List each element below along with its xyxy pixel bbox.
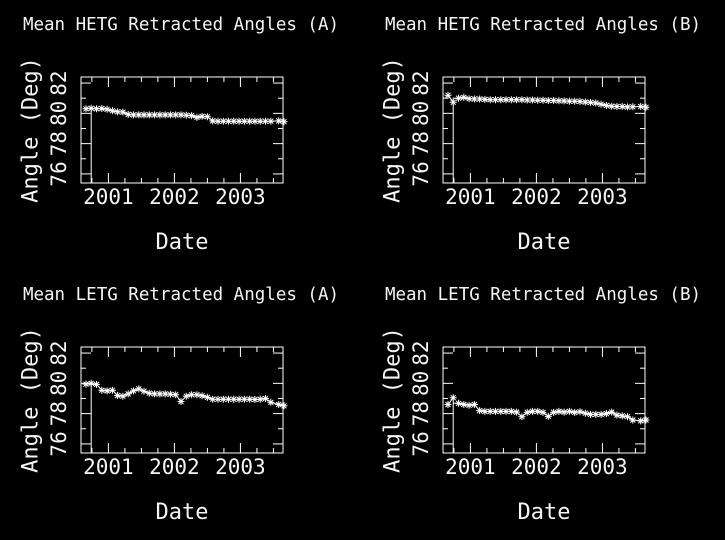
panel-letg-b: 2001 2002 2003 76 78 80 82 Mean LETG Retracted… [362, 270, 724, 540]
svg-text:82: 82 [409, 70, 433, 95]
svg-text:2003: 2003 [577, 455, 628, 479]
svg-text:80: 80 [409, 371, 433, 396]
panel-hetg-b: 2001 2002 2003 76 78 80 82 Mean HETG Retracted… [362, 0, 724, 270]
y-axis-label: Angle (Deg) [380, 57, 406, 203]
x-axis-label: Date [517, 230, 571, 255]
y-axis-label: Angle (Deg) [18, 327, 44, 473]
panel-letg-a: 2001 2002 2003 76 78 80 82 Mean LETG Retracted… [0, 270, 362, 540]
svg-text:76: 76 [47, 431, 71, 456]
svg-text:82: 82 [47, 340, 71, 365]
plot-canvas-letg-b: 2001 2002 2003 76 78 80 82 [409, 340, 650, 479]
svg-text:2002: 2002 [149, 455, 200, 479]
svg-text:2003: 2003 [577, 185, 628, 209]
y-axis-label: Angle (Deg) [380, 327, 406, 473]
chart-title: Mean HETG Retracted Angles (A) [22, 15, 340, 35]
svg-text:78: 78 [409, 131, 433, 156]
svg-text:2002: 2002 [149, 185, 200, 209]
svg-text:78: 78 [47, 401, 71, 426]
chart-title: Mean HETG Retracted Angles (B) [384, 15, 702, 35]
svg-text:76: 76 [409, 161, 433, 186]
plot-canvas-letg-a: 2001 2002 2003 76 78 80 82 [47, 340, 288, 479]
plot-canvas-hetg-a: 2001 2002 2003 76 78 80 82 [47, 70, 288, 209]
svg-text:2002: 2002 [511, 185, 562, 209]
svg-text:80: 80 [47, 371, 71, 396]
svg-text:78: 78 [409, 401, 433, 426]
svg-text:82: 82 [47, 70, 71, 95]
svg-text:2001: 2001 [445, 455, 496, 479]
svg-text:76: 76 [409, 431, 433, 456]
svg-text:82: 82 [409, 340, 433, 365]
chart-title: Mean LETG Retracted Angles (A) [22, 285, 340, 305]
y-axis-label: Angle (Deg) [18, 57, 44, 203]
svg-text:80: 80 [47, 101, 71, 126]
svg-text:2003: 2003 [215, 185, 266, 209]
x-axis-label: Date [517, 500, 571, 525]
svg-text:78: 78 [47, 131, 71, 156]
svg-text:2001: 2001 [83, 455, 134, 479]
chart-title: Mean LETG Retracted Angles (B) [384, 285, 702, 305]
svg-text:80: 80 [409, 101, 433, 126]
svg-text:2001: 2001 [445, 185, 496, 209]
x-axis-label: Date [155, 230, 209, 255]
svg-text:2001: 2001 [83, 185, 134, 209]
svg-text:2003: 2003 [215, 455, 266, 479]
svg-text:76: 76 [47, 161, 71, 186]
panel-hetg-a: 2001 2002 2003 76 78 80 82 Mean HETG Retracted… [0, 0, 362, 270]
x-axis-label: Date [155, 500, 209, 525]
svg-text:2002: 2002 [511, 455, 562, 479]
plot-canvas-hetg-b: 2001 2002 2003 76 78 80 82 [409, 70, 650, 209]
